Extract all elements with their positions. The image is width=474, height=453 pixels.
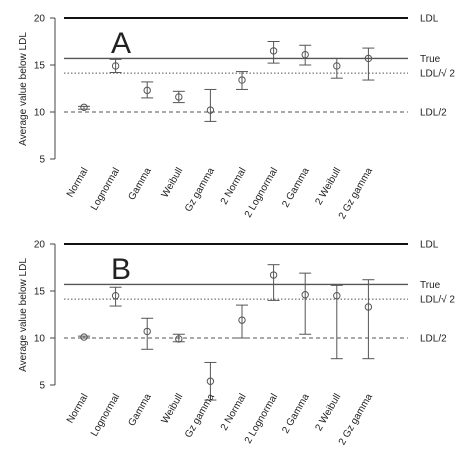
category-label: 2 Weibull [313, 166, 343, 207]
panel-b: Average value below LDL B 5 10 15 20 LDL True… [18, 240, 455, 448]
y-axis-title: Average value below LDL [18, 32, 29, 146]
data-point [364, 303, 373, 311]
y-tick-label: 5 [39, 155, 45, 166]
category-label: 2 Normal [219, 166, 249, 207]
data-point [111, 292, 120, 300]
panel-label: A [111, 27, 131, 60]
reference-line-label: LDL [420, 14, 439, 25]
data-point [80, 333, 88, 341]
data-point [143, 86, 151, 95]
y-tick-label: 15 [34, 287, 46, 298]
category-label: Gamma [126, 392, 154, 429]
data-point [206, 106, 215, 114]
category-label: 2 Normal [219, 392, 249, 433]
data-point [143, 327, 151, 336]
y-tick-label: 20 [34, 240, 46, 251]
category-label: Normal [65, 392, 91, 425]
reference-line-label: LDL/2 [420, 108, 447, 119]
data-point [301, 50, 309, 59]
data-point [269, 47, 278, 55]
category-label: 2 Lognormal [243, 166, 280, 220]
category-label: 2 Gz gamma [337, 166, 375, 221]
category-label: 2 Weibull [313, 392, 343, 433]
data-point [333, 62, 341, 70]
data-point [111, 62, 120, 70]
data-point [269, 271, 278, 279]
category-label: Gamma [126, 166, 154, 203]
data-point [333, 292, 341, 300]
reference-line-label: LDL/√ 2 [420, 68, 455, 80]
reference-line-label: True [420, 54, 441, 65]
data-point [238, 316, 246, 324]
category-label: Gz gamma [183, 166, 217, 214]
panel-a: Average value below LDL A 5 10 15 20 LDL True… [18, 14, 455, 222]
data-point [80, 103, 88, 112]
category-label: Weibull [160, 392, 186, 426]
reference-line-label: LDL/√ 2 [420, 294, 455, 306]
reference-line-label: True [420, 280, 441, 291]
data-point [301, 291, 309, 299]
data-point [238, 76, 246, 84]
category-label: 2 Gz gamma [337, 392, 375, 447]
category-label: 2 Lognormal [243, 392, 280, 446]
category-label: Gz gamma [183, 392, 217, 440]
y-tick-label: 10 [34, 108, 46, 119]
panel-label: B [111, 253, 131, 286]
category-label: Lognormal [89, 392, 122, 438]
y-tick-label: 20 [34, 14, 46, 25]
data-point [175, 93, 183, 101]
y-tick-label: 15 [34, 61, 46, 72]
data-point [364, 54, 373, 63]
y-axis-title: Average value below LDL [18, 258, 29, 372]
y-tick-label: 10 [34, 334, 46, 345]
category-label: Normal [65, 166, 91, 199]
data-point [175, 335, 183, 343]
reference-line-label: LDL/2 [420, 334, 447, 345]
category-label: Weibull [160, 166, 186, 200]
y-tick-label: 5 [39, 381, 45, 392]
category-label: 2 Gamma [280, 392, 312, 436]
category-label: 2 Gamma [280, 166, 312, 210]
data-point [206, 377, 215, 385]
reference-line-label: LDL [420, 240, 439, 251]
category-label: Lognormal [89, 166, 122, 212]
